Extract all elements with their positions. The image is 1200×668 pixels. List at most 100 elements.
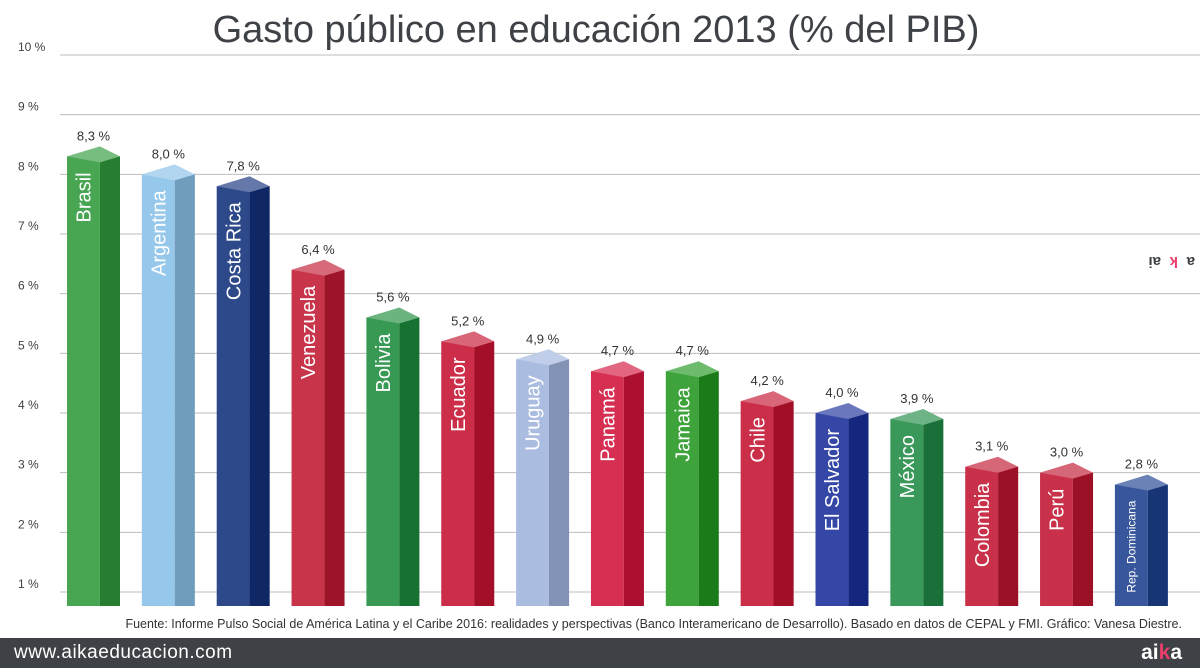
bar-top: [291, 259, 345, 276]
bar-top: [1114, 474, 1168, 491]
chart-title: Gasto público en educación 2013 (% del P…: [213, 9, 980, 51]
category-label: Brasil: [74, 172, 96, 222]
y-tick-label: 2 %: [18, 517, 39, 531]
value-label: 3,9 %: [900, 391, 934, 406]
footer-bar: www.aikaeducacion.com aika: [0, 638, 1200, 668]
bar-face: [890, 418, 924, 606]
bar-face: [590, 371, 624, 606]
bar-top: [1040, 462, 1094, 479]
value-label: 3,1 %: [975, 439, 1009, 454]
footer-logo-right: a: [1170, 641, 1182, 664]
side-logo-right: a: [1186, 253, 1195, 270]
category-label: Chile: [747, 417, 769, 463]
bar-face: [665, 371, 699, 606]
value-label: 4,2 %: [751, 373, 785, 388]
bar-costa-rica: 7,8 % Costa Rica: [216, 158, 270, 606]
bar-panam-: 4,7 % Panamá: [590, 343, 644, 606]
bar-face: [216, 186, 250, 606]
category-label: Rep. Dominicana: [1125, 500, 1139, 592]
bar-m-xico: 3,9 % México: [890, 391, 944, 606]
bar-side: [698, 371, 719, 606]
side-logo-accent: k: [1169, 253, 1178, 270]
footer-logo-accent: k: [1158, 641, 1171, 664]
bar-chart: Gasto público en educación 2013 (% del P…: [18, 9, 1200, 607]
footer-logo-left: ai: [1141, 641, 1159, 664]
footer-logo: aika: [1141, 641, 1182, 665]
bar-side: [99, 156, 120, 606]
bar-rep-dominicana: 2,8 % Rep. Dominicana: [1114, 457, 1168, 606]
category-label: Venezuela: [298, 285, 320, 379]
category-label: Argentina: [148, 189, 170, 275]
bar-side: [923, 418, 944, 606]
bar-face: [516, 359, 549, 606]
category-label: Bolivia: [373, 333, 395, 393]
category-label: Ecuador: [448, 357, 470, 432]
category-label: Colombia: [972, 482, 994, 567]
bar-per-: 3,0 % Perú: [1040, 445, 1094, 606]
value-label: 7,8 %: [227, 158, 261, 173]
y-tick-label: 4 %: [18, 398, 39, 412]
source-note: Fuente: Informe Pulso Social de América …: [125, 617, 1182, 631]
bar-argentina: 8,0 % Argentina: [141, 146, 195, 607]
y-tick-label: 10 %: [18, 40, 46, 54]
value-label: 4,0 %: [825, 385, 859, 400]
bar-side: [174, 174, 195, 607]
bar-side: [249, 186, 270, 606]
category-label: El Salvador: [822, 429, 844, 532]
bar-top: [67, 146, 120, 163]
bar-top: [590, 361, 644, 378]
bar-top: [441, 331, 495, 348]
bar-side: [548, 359, 570, 606]
bar-chile: 4,2 % Chile: [740, 373, 794, 606]
bar-top: [665, 361, 719, 378]
y-tick-label: 5 %: [18, 338, 39, 352]
bar-face: [67, 156, 100, 606]
bar-ecuador: 5,2 % Ecuador: [441, 313, 495, 606]
footer-url-link[interactable]: www.aikaeducacion.com: [14, 642, 233, 663]
bar-colombia: 3,1 % Colombia: [965, 439, 1019, 606]
value-label: 4,9 %: [526, 331, 560, 346]
y-tick-label: 8 %: [18, 159, 39, 173]
y-tick-label: 7 %: [18, 219, 39, 233]
bar-side: [324, 269, 345, 606]
category-label: Costa Rica: [223, 201, 245, 300]
y-tick-label: 6 %: [18, 279, 39, 293]
bar-face: [441, 341, 475, 606]
category-label: Panamá: [598, 386, 620, 461]
bar-side: [399, 317, 420, 606]
value-label: 8,0 %: [152, 146, 186, 161]
side-logo: ai k a: [1148, 253, 1195, 294]
bar-face: [141, 174, 175, 607]
bar-venezuela: 6,4 % Venezuela: [291, 242, 345, 606]
value-label: 4,7 %: [676, 343, 710, 358]
bar-jamaica: 4,7 % Jamaica: [665, 343, 719, 606]
bar-uruguay: 4,9 % Uruguay: [516, 331, 570, 606]
y-tick-label: 1 %: [18, 577, 39, 591]
bar-side: [773, 401, 794, 606]
bars: 8,3 % Brasil 8,0 % Argentina 7,8 % Costa Rica…: [67, 128, 1168, 607]
bar-side: [848, 413, 869, 606]
value-label: 3,0 %: [1050, 445, 1084, 460]
value-label: 5,6 %: [376, 290, 410, 305]
side-logo-left: ai: [1148, 253, 1161, 270]
bar-side: [623, 371, 644, 606]
y-tick-label: 9 %: [18, 100, 39, 114]
category-label: Perú: [1047, 489, 1069, 531]
category-label: México: [897, 435, 919, 498]
bar-bolivia: 5,6 % Bolivia: [366, 290, 420, 606]
bar-top: [890, 408, 944, 425]
bar-face: [1114, 484, 1148, 606]
bar-face: [291, 269, 325, 606]
category-label: Uruguay: [523, 375, 545, 451]
bar-top: [965, 456, 1019, 473]
bar-face: [815, 413, 849, 606]
value-label: 2,8 %: [1125, 457, 1159, 472]
value-label: 8,3 %: [77, 128, 111, 143]
bar-top: [141, 164, 195, 181]
value-label: 5,2 %: [451, 313, 485, 328]
bar-top: [815, 403, 869, 419]
bar-side: [998, 466, 1019, 606]
value-label: 4,7 %: [601, 343, 635, 358]
bar-top: [516, 349, 570, 366]
bar-face: [740, 401, 774, 606]
